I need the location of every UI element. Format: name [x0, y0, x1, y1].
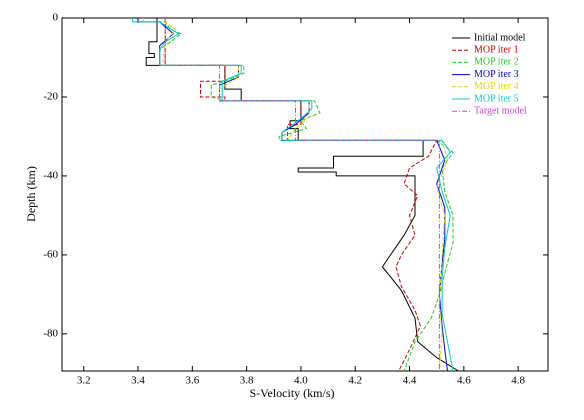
y-tick-label: 0 [53, 12, 59, 24]
y-axis-label: Depth (km) [24, 166, 38, 222]
legend-label: MOP iter 4 [474, 81, 519, 92]
x-tick-label: 3.2 [77, 375, 91, 387]
y-tick-label: -80 [43, 327, 58, 339]
legend-label: MOP iter 3 [474, 69, 519, 80]
x-axis-label: S-Velocity (km/s) [250, 386, 335, 400]
plot-frame [61, 17, 549, 372]
legend-label: Initial model [474, 32, 526, 43]
legend-label: MOP iter 1 [474, 44, 519, 55]
series-line [137, 18, 448, 372]
x-tick-label: 3.6 [185, 375, 199, 387]
legend-label: MOP iter 2 [474, 57, 519, 68]
series-line [137, 18, 454, 372]
series-line [145, 18, 459, 372]
x-tick-label: 3.4 [131, 375, 145, 387]
x-tick-label: 4.0 [294, 375, 308, 387]
series-line [132, 18, 454, 372]
series-line [143, 18, 449, 372]
x-tick-label: 4.4 [403, 375, 417, 387]
legend-label: Target model [474, 105, 527, 116]
y-tick-label: -60 [43, 248, 58, 260]
series-line [164, 18, 440, 371]
x-tick-label: 4.8 [511, 375, 525, 387]
y-tick-label: -20 [43, 91, 58, 103]
y-tick-label: -40 [43, 169, 58, 181]
series-line [164, 18, 438, 372]
x-tick-label: 4.2 [348, 375, 362, 387]
x-tick-label: 3.8 [240, 375, 254, 387]
x-tick-label: 4.6 [457, 375, 471, 387]
legend-label: MOP iter 5 [474, 93, 519, 104]
